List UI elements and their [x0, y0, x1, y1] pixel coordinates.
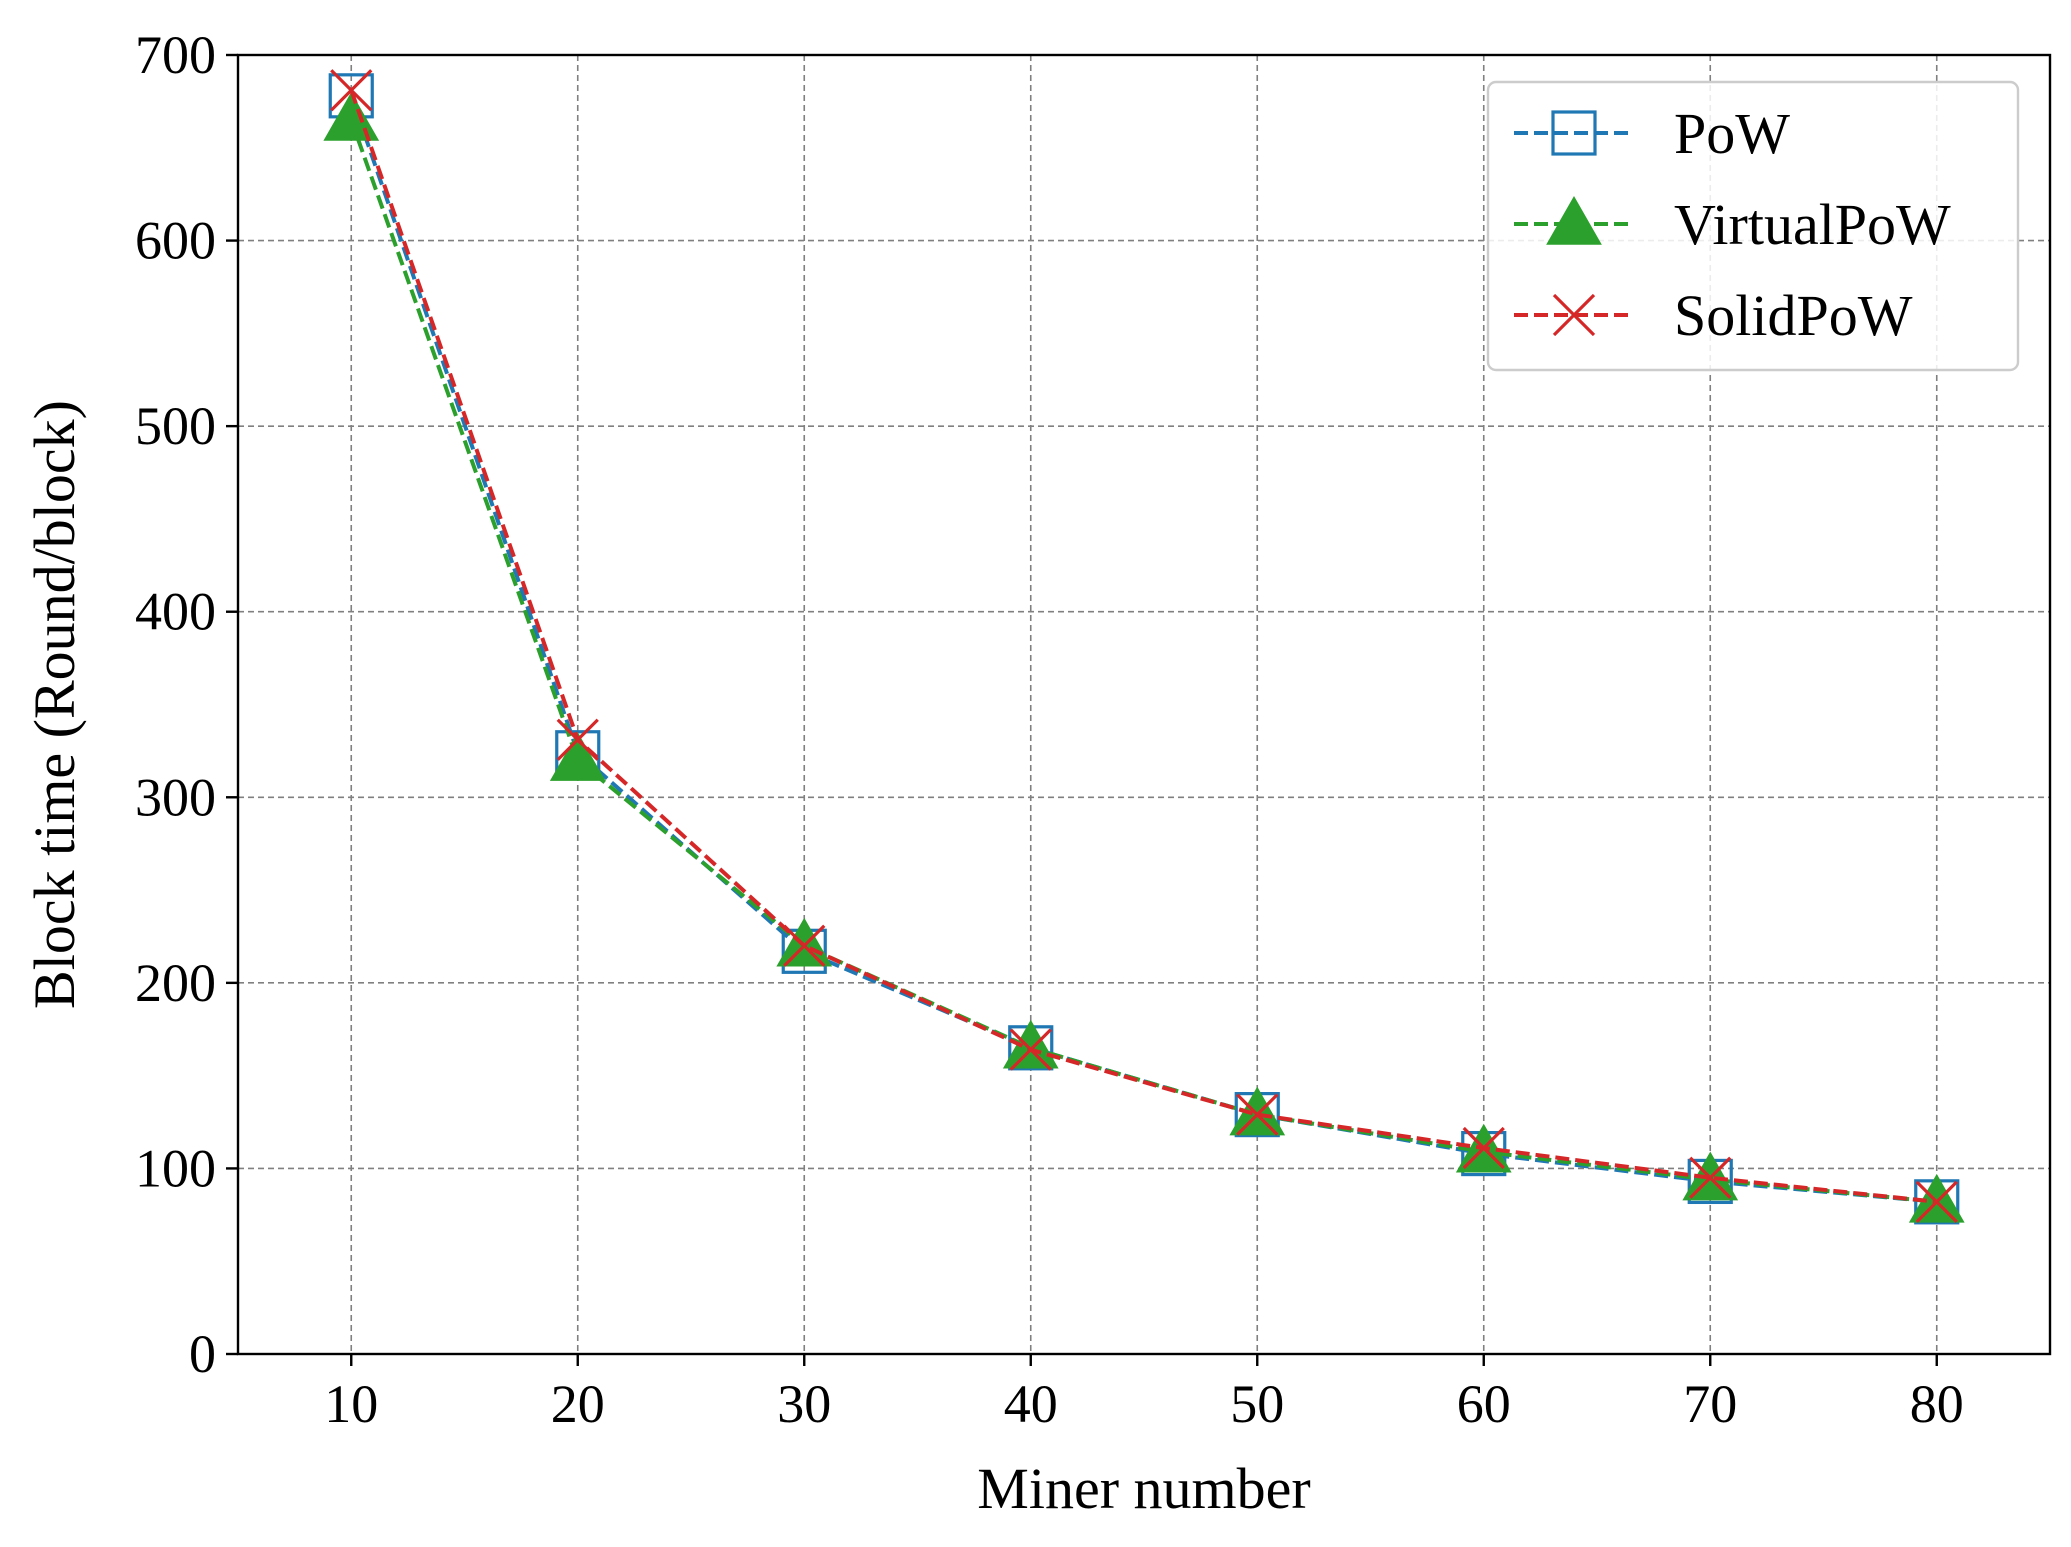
y-tick-label: 300: [135, 767, 216, 827]
x-axis: 10 20 30 40 50 60 70 80: [324, 1354, 1964, 1434]
grid: [238, 55, 2050, 1354]
legend-marker: [1551, 110, 1597, 156]
legend-box: [1486, 80, 2020, 372]
x-axis-label: Miner number: [977, 1456, 1310, 1521]
series-line: [349, 119, 1937, 1204]
x-tick-label: 40: [1004, 1374, 1058, 1434]
legend-marker: [1546, 195, 1602, 245]
legend-label: SolidPoW: [1674, 283, 1913, 348]
data-point: [1462, 1126, 1505, 1170]
legend-entry: SolidPoW: [1514, 283, 1913, 348]
series-solidpow: [330, 69, 1958, 1223]
y-axis-label: Block time (Round/block): [22, 400, 87, 1009]
y-axis: 0 100 200 300 400 500 600 700: [135, 25, 238, 1384]
y-tick-label: 400: [135, 582, 216, 642]
legend-entry: PoW: [1514, 101, 1790, 166]
x-tick-label: 70: [1683, 1374, 1737, 1434]
data-point: [1009, 1028, 1052, 1071]
data-point: [1915, 1180, 1958, 1223]
legend-label: VirtualPoW: [1674, 192, 1951, 257]
y-tick-label: 600: [135, 211, 216, 271]
y-tick-label: 700: [135, 25, 216, 85]
y-tick-label: 200: [135, 953, 216, 1013]
legend-marker: [1552, 293, 1596, 337]
legend-label: PoW: [1674, 101, 1790, 166]
x-tick-label: 30: [777, 1374, 831, 1434]
data-point: [776, 917, 833, 967]
x-tick-label: 10: [324, 1374, 378, 1434]
legend-entry: VirtualPoW: [1514, 192, 1951, 257]
data-point: [556, 718, 599, 761]
y-tick-label: 0: [189, 1324, 216, 1384]
y-tick-label: 500: [135, 396, 216, 456]
x-tick-label: 20: [551, 1374, 605, 1434]
x-tick-label: 80: [1910, 1374, 1964, 1434]
legend: PoW VirtualPoW SolidPoW: [1486, 80, 2020, 372]
plot-area: [323, 69, 1965, 1225]
data-point: [1689, 1156, 1732, 1199]
data-point: [783, 924, 826, 967]
data-point: [549, 732, 606, 781]
series-line: [349, 89, 1937, 1204]
y-tick-label: 100: [135, 1138, 216, 1198]
axes-frame: [236, 53, 2052, 1356]
data-point: [1236, 1093, 1279, 1136]
data-point: [330, 69, 373, 112]
x-tick-label: 50: [1230, 1374, 1284, 1434]
x-tick-label: 60: [1457, 1374, 1511, 1434]
